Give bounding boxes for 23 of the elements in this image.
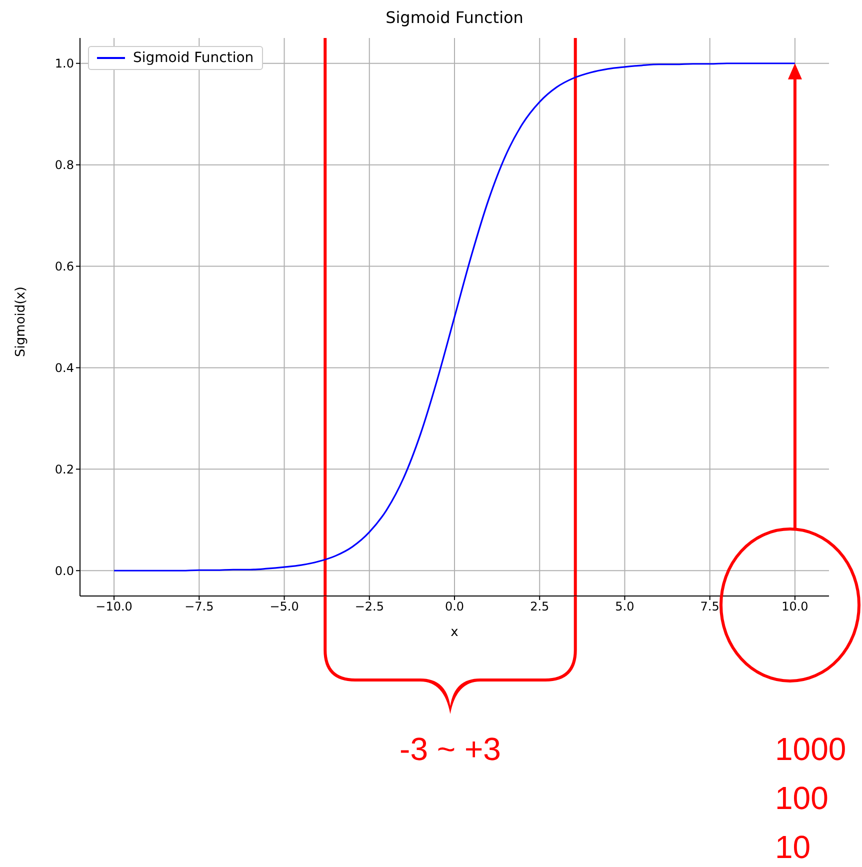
legend-label: Sigmoid Function bbox=[133, 50, 254, 66]
x-tick-label: −10.0 bbox=[96, 600, 132, 614]
x-tick-label: −5.0 bbox=[270, 600, 299, 614]
chart-title: Sigmoid Function bbox=[384, 8, 524, 27]
x-tick-label: −7.5 bbox=[184, 600, 214, 614]
y-tick-label: 0.2 bbox=[54, 462, 74, 476]
x-tick-label: 7.5 bbox=[700, 600, 720, 614]
text: 10 bbox=[775, 829, 811, 865]
x-tick-label: 10.0 bbox=[782, 600, 808, 614]
y-tick-label: 1.0 bbox=[54, 56, 74, 71]
x-tick-label: 0.0 bbox=[444, 600, 464, 614]
x-tick-label: 5.0 bbox=[615, 600, 634, 614]
y-tick-label: 0.0 bbox=[54, 564, 74, 578]
x-tick-label: 2.5 bbox=[530, 600, 550, 614]
text: 100 bbox=[775, 780, 828, 816]
x-tick-label: −2.5 bbox=[354, 600, 384, 614]
y-tick-label: 0.8 bbox=[54, 158, 74, 172]
y-axis-title: Sigmoid(x) bbox=[14, 286, 29, 357]
text: 1000 bbox=[775, 731, 846, 767]
y-tick-label: 0.4 bbox=[54, 360, 74, 375]
y-tick-label: 0.6 bbox=[54, 260, 74, 274]
text: -3 ~ +3 bbox=[400, 731, 501, 767]
x-axis-title: x bbox=[450, 625, 459, 640]
